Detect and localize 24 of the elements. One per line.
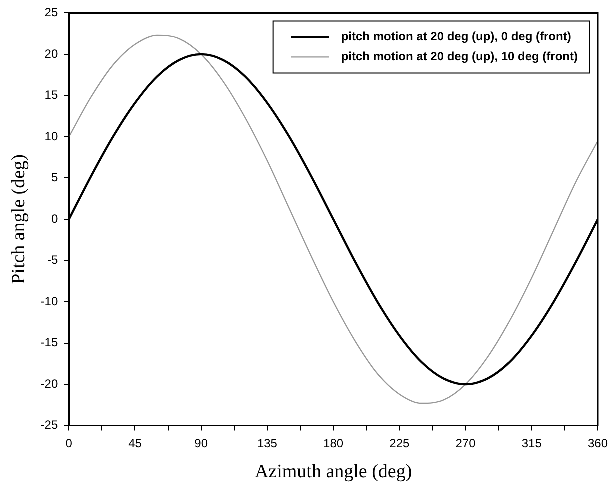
y-tick-label: -20	[40, 376, 58, 391]
legend-label: pitch motion at 20 deg (up), 10 deg (front)	[341, 50, 578, 64]
y-tick-label: 25	[44, 6, 58, 20]
y-tick-label: 10	[44, 129, 58, 144]
x-tick-label: 360	[588, 436, 608, 450]
x-tick-label: 135	[257, 436, 278, 450]
x-tick-label: 0	[66, 436, 73, 450]
x-tick-label: 90	[194, 436, 208, 450]
y-tick-label: 15	[44, 88, 58, 102]
y-tick-label: -10	[40, 294, 58, 308]
y-tick-label: 0	[51, 212, 58, 226]
x-tick-label: 315	[522, 436, 542, 450]
x-tick-label: 270	[456, 436, 476, 450]
y-axis-title: Pitch angle (deg)	[8, 154, 30, 284]
y-tick-label: -15	[40, 336, 58, 350]
y-tick-label: 20	[44, 46, 58, 61]
x-tick-label: 180	[324, 436, 344, 450]
y-tick-label: 5	[51, 170, 58, 185]
x-axis-title: Azimuth angle (deg)	[254, 462, 412, 483]
legend-label: pitch motion at 20 deg (up), 0 deg (front)	[341, 30, 572, 44]
x-tick-label: 225	[390, 436, 410, 450]
y-tick-label: -5	[47, 253, 58, 268]
y-tick-label: -25	[40, 418, 58, 432]
x-tick-label: 45	[128, 436, 142, 450]
